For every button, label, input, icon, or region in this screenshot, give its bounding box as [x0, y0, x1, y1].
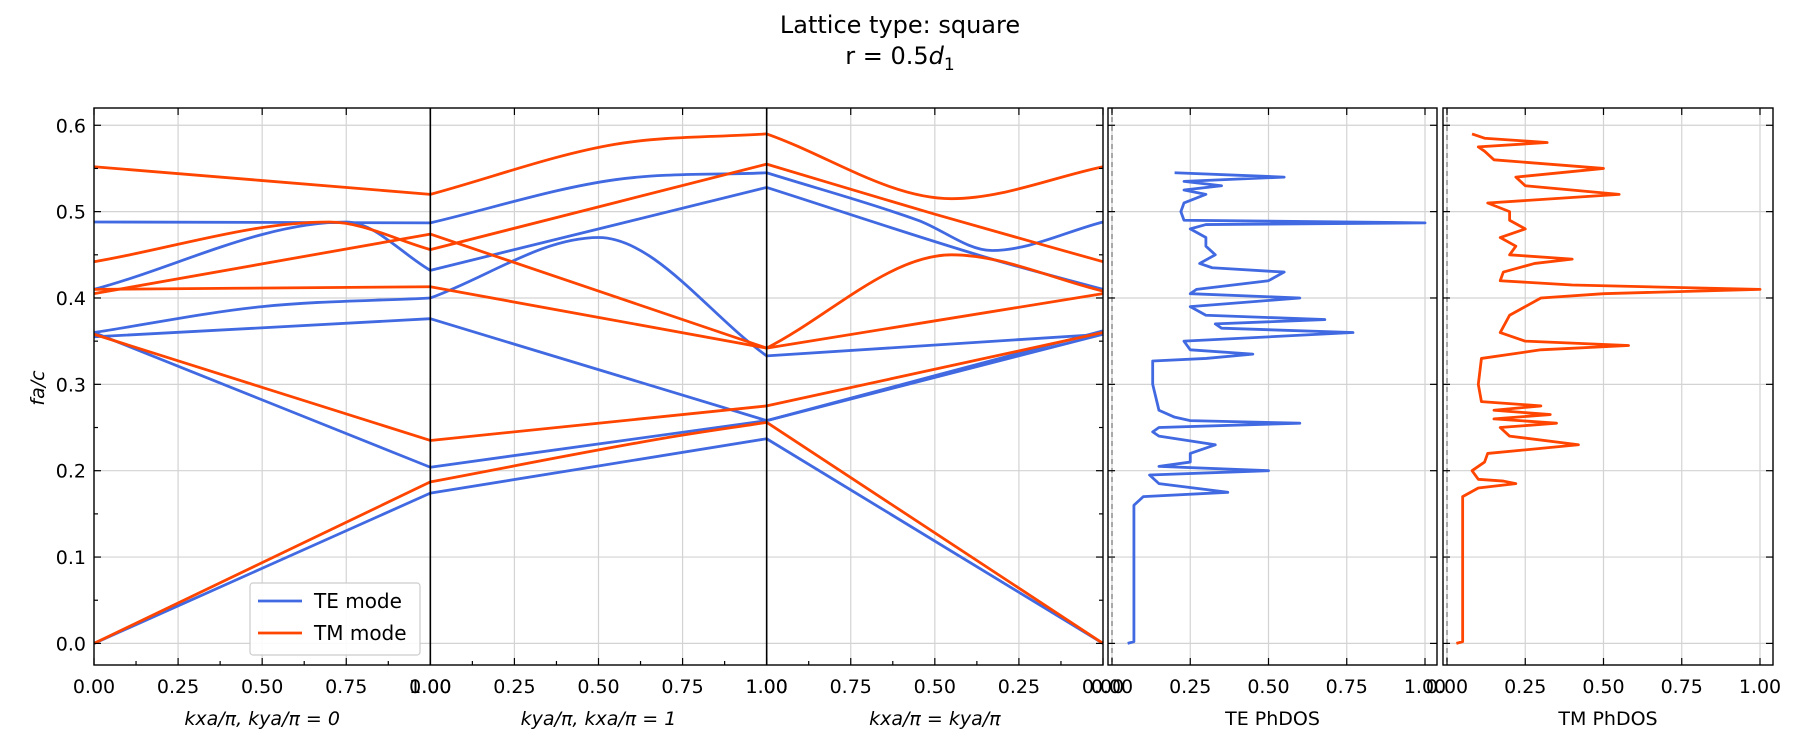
- x-tick-label: 0.75: [830, 676, 872, 698]
- y-tick-label: 0.0: [56, 633, 86, 655]
- tm-band-2-seg-0: [93, 232, 431, 296]
- segment-x-label: kxa/π, kya/π = 0: [184, 708, 340, 730]
- tm-band-5-seg-0: [93, 480, 431, 645]
- tm-band-0-seg-2: [766, 132, 1104, 201]
- chart-subtitle: r = 0.5d1: [845, 42, 954, 75]
- te-band-2-seg-2: [766, 332, 1104, 358]
- te-dos-curve: [1127, 171, 1427, 645]
- te-dos-x-tick-label: 0.25: [1169, 676, 1211, 698]
- tm-band-3-seg-2: [766, 292, 1104, 350]
- te-band-0-seg-1: [430, 171, 767, 225]
- tm-band-4-seg-1: [430, 404, 767, 442]
- te-band-1-seg-1: [429, 186, 768, 272]
- chart-title: Lattice type: square: [780, 11, 1020, 39]
- x-tick-label: 0.00: [1082, 676, 1124, 698]
- tm-dos-x-tick-label: 0.50: [1582, 676, 1624, 698]
- tm-band-2-seg-1: [429, 232, 768, 350]
- te-band-4-seg-0: [93, 331, 431, 469]
- tm-band-4-seg-0: [93, 332, 431, 442]
- te-band-0-seg-0: [93, 220, 431, 225]
- y-tick-label: 0.4: [56, 288, 86, 310]
- tm-dos-x-tick-label: 0.25: [1504, 676, 1546, 698]
- segment-x-label: kxa/π = kya/π: [869, 708, 1001, 730]
- tm-band-1-seg-2: [766, 162, 1104, 264]
- subtitle-subscript: 1: [944, 55, 955, 75]
- x-tick-label: 0.75: [661, 676, 703, 698]
- x-tick-label: 1.00: [746, 676, 788, 698]
- tm-dos-x-axis-label: TM PhDOS: [1557, 708, 1657, 730]
- segment-x-label: kya/π, kxa/π = 1: [521, 708, 677, 730]
- subtitle-prefix: r = 0.5: [845, 42, 928, 70]
- te-band-2-seg-0: [93, 296, 431, 334]
- te-dos-x-tick-label: 0.75: [1326, 676, 1368, 698]
- plot-curves: [93, 132, 1762, 645]
- te-band-3-seg-0: [93, 317, 431, 339]
- te-band-0-seg-2: [766, 171, 1104, 252]
- te-dos-x-axis-label: TE PhDOS: [1224, 708, 1320, 730]
- x-tick-label: 0.25: [998, 676, 1040, 698]
- legend-tm-label: TM mode: [313, 621, 407, 645]
- axis-ticks: [93, 108, 1773, 665]
- tm-band-0-seg-1: [429, 132, 767, 196]
- te-band-2-seg-1: [429, 236, 768, 357]
- tm-band-3-seg-0: [93, 285, 431, 291]
- te-band-3-seg-1: [429, 317, 768, 422]
- tm-band-5-seg-1: [430, 420, 767, 484]
- x-tick-label: 0.50: [241, 676, 283, 698]
- tm-band-1-seg-0: [93, 220, 431, 264]
- te-band-5-seg-1: [430, 437, 767, 495]
- tm-band-5-seg-2: [765, 421, 1104, 645]
- te-band-1-seg-0: [93, 220, 432, 291]
- te-band-5-seg-2: [765, 437, 1104, 645]
- te-band-4-seg-1: [430, 419, 767, 469]
- x-tick-label: 0.25: [157, 676, 199, 698]
- tm-dos-x-tick-label: 0.75: [1661, 676, 1703, 698]
- x-tick-label: 0.25: [493, 676, 535, 698]
- x-tick-label: 0.00: [73, 676, 115, 698]
- tm-band-3-seg-1: [430, 285, 767, 350]
- legend-te-label: TE mode: [313, 589, 402, 613]
- tm-band-4-seg-2: [766, 331, 1104, 408]
- y-tick-label: 0.6: [56, 115, 86, 137]
- y-axis-label: fa/c: [27, 370, 49, 406]
- tm-dos-x-tick-label: 0.00: [1426, 676, 1468, 698]
- x-tick-label: 0.75: [325, 676, 367, 698]
- te-dos-x-tick-label: 0.50: [1247, 676, 1289, 698]
- tm-dos-x-tick-label: 1.00: [1739, 676, 1781, 698]
- x-tick-label: 1.00: [746, 676, 788, 698]
- y-tick-label: 0.3: [56, 374, 86, 396]
- te-dos-panel-frame: [1107, 107, 1438, 666]
- y-tick-label: 0.5: [56, 202, 86, 224]
- tm-dos-curve: [1456, 132, 1762, 645]
- x-tick-label: 0.50: [914, 676, 956, 698]
- x-tick-label: 1.00: [409, 676, 451, 698]
- tm-band-1-seg-1: [429, 162, 768, 251]
- tm-dos-panel-frame: [1442, 107, 1774, 666]
- axis-tick-labels: 0.0 0.1 0.2 0.3 0.4 0.5 0.6 0.00 0.25 0.50 0.75 1.0…: [56, 115, 1781, 730]
- grid-lines: [93, 108, 1773, 665]
- x-tick-label: 0.00: [409, 676, 451, 698]
- y-tick-label: 0.2: [56, 461, 86, 483]
- tm-band-0-seg-0: [93, 165, 431, 196]
- te-dos-x-tick-label: 0.00: [1091, 676, 1133, 698]
- tm-band-2-seg-2: [766, 253, 1104, 350]
- y-tick-label: 0.1: [56, 547, 86, 569]
- subtitle-symbol: d: [929, 42, 945, 70]
- legend: TE mode TM mode: [249, 582, 421, 656]
- x-tick-label: 0.50: [577, 676, 619, 698]
- te-dos-x-tick-label: 1.00: [1404, 676, 1446, 698]
